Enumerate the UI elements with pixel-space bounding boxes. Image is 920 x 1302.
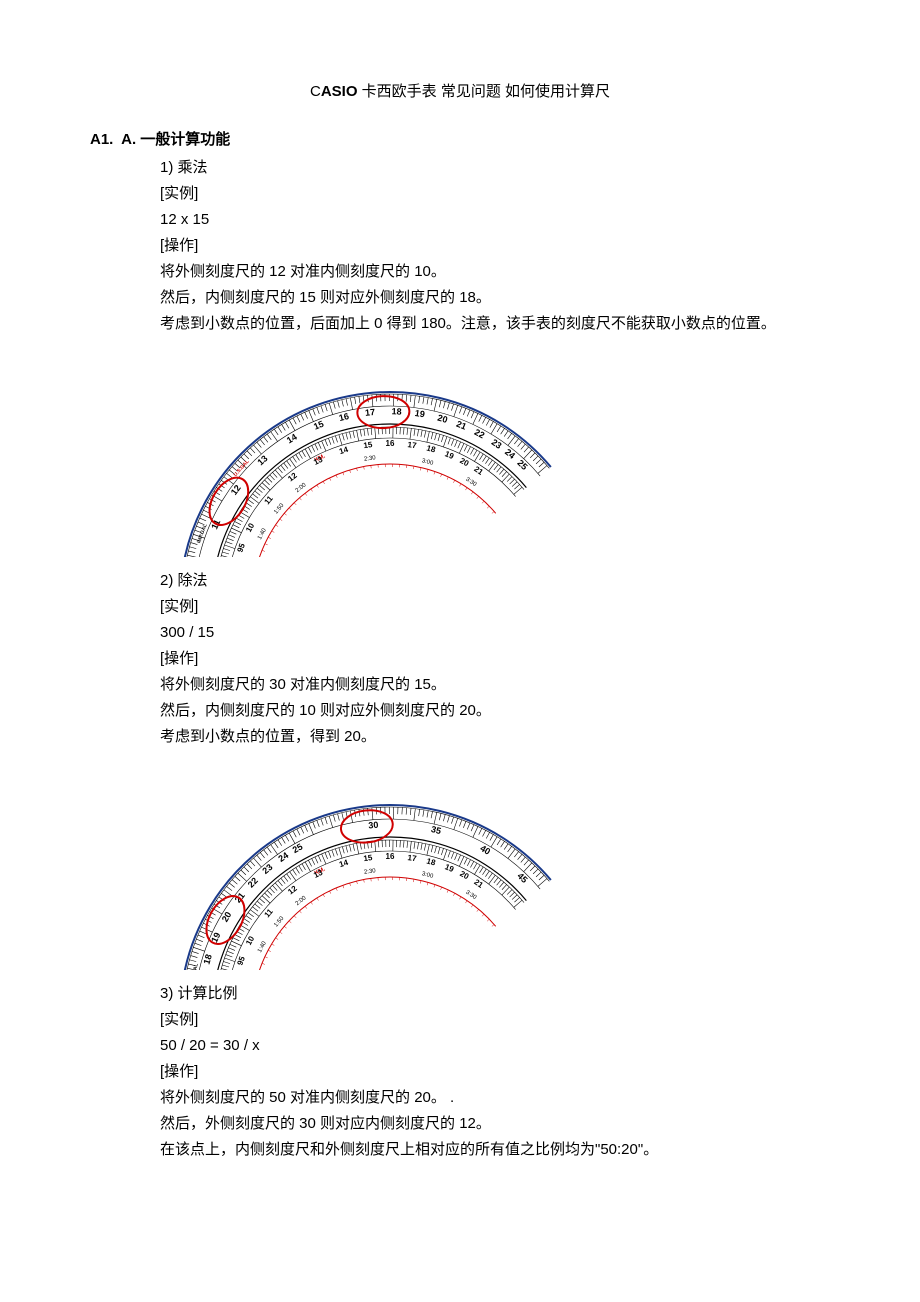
svg-text:22: 22 <box>473 427 487 441</box>
dial1-container: 909510111213141516171819202122232425STAT… <box>160 342 830 557</box>
svg-text:25: 25 <box>291 841 305 855</box>
s3-num: 3) 计算比例 <box>160 982 830 1006</box>
svg-text:24: 24 <box>276 850 290 864</box>
svg-text:14: 14 <box>285 432 299 446</box>
svg-text:14: 14 <box>338 445 350 456</box>
slide-rule-dial-1: 909510111213141516171819202122232425STAT… <box>160 342 620 557</box>
svg-text:20: 20 <box>436 413 448 425</box>
svg-text:2:30: 2:30 <box>364 868 377 876</box>
svg-text:1:40: 1:40 <box>257 527 268 541</box>
svg-text:16: 16 <box>386 852 395 861</box>
s2-op-label: [操作] <box>160 647 830 671</box>
title-prefix: C <box>310 83 321 100</box>
s2-ex-label: [实例] <box>160 595 830 619</box>
svg-text:45: 45 <box>515 871 529 885</box>
s1-ex-label: [实例] <box>160 182 830 206</box>
svg-text:3:00: 3:00 <box>421 871 434 880</box>
q-label: A. 一般计算功能 <box>121 131 230 148</box>
svg-text:15: 15 <box>363 853 374 863</box>
s2-l2: 然后，内侧刻度尺的 10 则对应外侧刻度尺的 20。 <box>160 699 830 723</box>
s2-ex: 300 / 15 <box>160 621 830 645</box>
svg-text:18: 18 <box>426 857 437 868</box>
svg-text:11: 11 <box>262 907 275 920</box>
svg-text:1:40: 1:40 <box>257 940 268 954</box>
s2-l3: 考虑到小数点的位置，得到 20。 <box>160 725 830 749</box>
svg-text:10: 10 <box>198 556 210 557</box>
svg-text:IMP.GAL: IMP.GAL <box>196 523 209 544</box>
svg-text:2:30: 2:30 <box>364 455 377 463</box>
s3-l2: 然后，外侧刻度尺的 30 则对应内侧刻度尺的 12。 <box>160 1112 830 1136</box>
s1-l1: 将外侧刻度尺的 12 对准内侧刻度尺的 10。 <box>160 260 830 284</box>
svg-text:16: 16 <box>338 411 350 423</box>
svg-text:21: 21 <box>455 419 468 432</box>
slide-rule-dial-2: 901617181920212223242530354045STAT.OIL L… <box>160 755 620 970</box>
svg-text:11: 11 <box>262 494 275 507</box>
svg-text:16: 16 <box>386 439 395 448</box>
svg-text:3:00: 3:00 <box>421 458 434 467</box>
svg-text:17: 17 <box>407 440 418 450</box>
svg-text:12: 12 <box>286 884 299 897</box>
s1-l3: 考虑到小数点的位置，后面加上 0 得到 180。注意，该手表的刻度尺不能获取小数… <box>160 312 830 336</box>
svg-text:13: 13 <box>255 453 269 467</box>
s1-l2: 然后，内侧刻度尺的 15 则对应外侧刻度尺的 18。 <box>160 286 830 310</box>
svg-text:15: 15 <box>312 419 325 432</box>
svg-text:12: 12 <box>229 483 243 497</box>
s3-ex-label: [实例] <box>160 1008 830 1032</box>
s3-op-label: [操作] <box>160 1060 830 1084</box>
svg-text:35: 35 <box>430 824 442 836</box>
svg-text:22: 22 <box>246 876 260 890</box>
q-num: A1. <box>90 131 113 148</box>
svg-text:40: 40 <box>478 843 492 857</box>
svg-text:18: 18 <box>391 406 401 416</box>
svg-text:U.S.GAL: U.S.GAL <box>233 459 251 478</box>
svg-text:17: 17 <box>407 853 418 863</box>
s3-ex: 50 / 20 = 30 / x <box>160 1034 830 1058</box>
s2-num: 2) 除法 <box>160 569 830 593</box>
svg-text:18: 18 <box>201 953 213 966</box>
svg-text:18: 18 <box>426 444 437 455</box>
doc-title: CASIO 卡西欧手表 常见问题 如何使用计算尺 <box>90 80 830 104</box>
svg-text:23: 23 <box>260 862 274 876</box>
svg-text:20: 20 <box>220 910 234 924</box>
s3-l1: 将外侧刻度尺的 50 对准内侧刻度尺的 20。 . <box>160 1086 830 1110</box>
dial2-container: 901617181920212223242530354045STAT.OIL L… <box>160 755 830 970</box>
svg-text:15: 15 <box>363 440 374 450</box>
svg-text:95: 95 <box>235 955 247 967</box>
s1-ex: 12 x 15 <box>160 208 830 232</box>
svg-text:19: 19 <box>444 862 456 874</box>
svg-text:24: 24 <box>503 447 517 461</box>
title-bold: ASIO <box>321 83 358 100</box>
s3-l3: 在该点上，内侧刻度尺和外侧刻度尺上相对应的所有值之比例均为"50:20"。 <box>160 1138 830 1162</box>
svg-text:19: 19 <box>414 408 425 419</box>
svg-text:12: 12 <box>286 471 299 484</box>
svg-text:21: 21 <box>472 877 485 890</box>
title-rest: 卡西欧手表 常见问题 如何使用计算尺 <box>358 83 611 100</box>
svg-text:25: 25 <box>515 458 529 472</box>
content: 1) 乘法 [实例] 12 x 15 [操作] 将外侧刻度尺的 12 对准内侧刻… <box>160 156 830 1162</box>
svg-text:14: 14 <box>338 858 350 869</box>
s2-l1: 将外侧刻度尺的 30 对准内侧刻度尺的 15。 <box>160 673 830 697</box>
svg-text:95: 95 <box>235 542 247 554</box>
svg-text:21: 21 <box>472 464 485 477</box>
s1-num: 1) 乘法 <box>160 156 830 180</box>
svg-text:19: 19 <box>444 449 456 461</box>
section-header: A1. A. 一般计算功能 <box>90 128 830 152</box>
svg-text:17: 17 <box>365 407 376 418</box>
svg-text:23: 23 <box>490 437 504 451</box>
s1-op-label: [操作] <box>160 234 830 258</box>
svg-text:30: 30 <box>368 820 379 831</box>
